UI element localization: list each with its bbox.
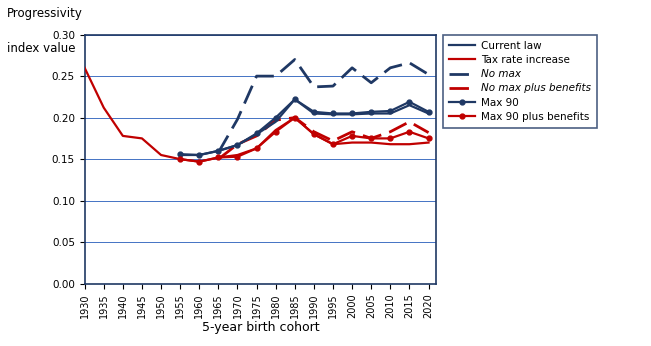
Max 90 — [214, 149, 222, 153]
Tax rate increase — [291, 116, 299, 120]
Current law — [406, 103, 413, 107]
No max — [348, 66, 356, 70]
Max 90 plus benefits — [253, 146, 260, 151]
Current law — [348, 112, 356, 116]
Max 90 plus benefits — [348, 134, 356, 138]
Legend: Current law, Tax rate increase, No max, No max plus benefits, Max 90, Max 90 plu: Current law, Tax rate increase, No max, … — [443, 35, 597, 128]
Line: Max 90: Max 90 — [178, 97, 431, 157]
No max — [214, 151, 222, 155]
Current law — [214, 149, 222, 153]
No max plus benefits — [310, 130, 318, 134]
No max plus benefits — [406, 120, 413, 124]
Tax rate increase — [81, 66, 89, 70]
Text: Progressivity: Progressivity — [7, 7, 83, 20]
No max plus benefits — [291, 116, 299, 120]
Max 90 plus benefits — [271, 130, 279, 134]
Tax rate increase — [138, 136, 146, 140]
No max plus benefits — [348, 130, 356, 134]
Tax rate increase — [348, 140, 356, 145]
No max plus benefits — [253, 134, 260, 138]
Current law — [367, 111, 375, 116]
No max plus benefits — [214, 157, 222, 161]
Max 90 — [291, 97, 299, 101]
Max 90 — [176, 152, 184, 156]
Current law — [329, 112, 337, 116]
Tax rate increase — [367, 140, 375, 145]
Current law — [234, 143, 242, 147]
Max 90 plus benefits — [424, 136, 432, 140]
Max 90 — [253, 131, 260, 136]
Tax rate increase — [329, 142, 337, 146]
Current law — [424, 111, 432, 116]
No max plus benefits — [387, 130, 395, 134]
No max — [253, 74, 260, 78]
Current law — [176, 153, 184, 157]
Tax rate increase — [157, 153, 165, 157]
No max — [387, 66, 395, 70]
Tax rate increase — [253, 146, 260, 151]
Max 90 — [310, 110, 318, 114]
Max 90 — [195, 153, 203, 157]
Max 90 plus benefits — [195, 160, 203, 164]
No max plus benefits — [424, 130, 432, 135]
No max plus benefits — [329, 139, 337, 143]
Tax rate increase — [387, 142, 395, 146]
Tax rate increase — [100, 106, 107, 110]
Max 90 — [406, 100, 413, 104]
Tax rate increase — [271, 128, 279, 132]
Max 90 plus benefits — [310, 132, 318, 136]
Current law — [387, 111, 395, 116]
Max 90 — [271, 116, 279, 120]
Max 90 plus benefits — [291, 116, 299, 120]
Max 90 — [234, 143, 242, 147]
No max — [271, 74, 279, 78]
No max — [329, 84, 337, 88]
Tax rate increase — [176, 157, 184, 161]
Max 90 — [348, 111, 356, 116]
No max — [406, 61, 413, 65]
No max — [424, 72, 432, 76]
Current law — [271, 120, 279, 124]
Line: Current law: Current law — [180, 99, 428, 155]
Max 90 plus benefits — [367, 136, 375, 140]
Tax rate increase — [234, 153, 242, 157]
Max 90 — [329, 111, 337, 116]
Tax rate increase — [214, 155, 222, 160]
No max plus benefits — [234, 142, 242, 146]
Max 90 plus benefits — [176, 157, 184, 161]
Tax rate increase — [310, 132, 318, 136]
Line: No max: No max — [218, 60, 428, 153]
Current law — [291, 97, 299, 101]
No max — [234, 117, 242, 121]
Max 90 — [387, 109, 395, 113]
Max 90 — [367, 110, 375, 114]
Max 90 plus benefits — [234, 155, 242, 159]
No max — [291, 57, 299, 62]
Line: Tax rate increase: Tax rate increase — [85, 68, 428, 162]
Line: Max 90 plus benefits: Max 90 plus benefits — [178, 115, 431, 164]
Max 90 plus benefits — [329, 142, 337, 146]
X-axis label: 5-year birth cohort: 5-year birth cohort — [202, 321, 319, 334]
Tax rate increase — [195, 160, 203, 164]
Tax rate increase — [119, 134, 127, 138]
Max 90 — [424, 110, 432, 114]
Max 90 plus benefits — [214, 155, 222, 160]
Max 90 plus benefits — [406, 130, 413, 134]
Tax rate increase — [406, 142, 413, 146]
No max plus benefits — [367, 136, 375, 140]
Line: No max plus benefits: No max plus benefits — [218, 118, 428, 159]
Current law — [310, 111, 318, 116]
No max — [367, 81, 375, 85]
Text: index value: index value — [7, 42, 75, 55]
Current law — [195, 153, 203, 157]
No max — [310, 85, 318, 89]
Tax rate increase — [424, 140, 432, 145]
Current law — [253, 132, 260, 136]
Max 90 plus benefits — [387, 136, 395, 140]
No max plus benefits — [271, 118, 279, 122]
